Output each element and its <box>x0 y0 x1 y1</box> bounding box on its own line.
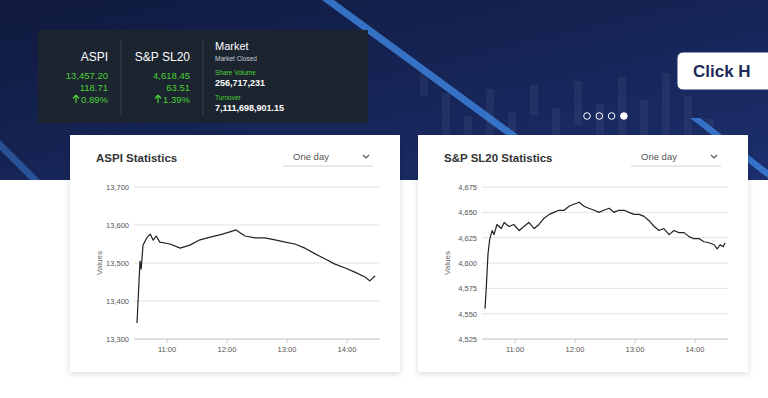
up-arrow <box>73 95 79 103</box>
dropdown-label: One day <box>641 151 677 162</box>
button-label: Click H <box>693 62 751 81</box>
y-tick-label: 4,625 <box>458 234 477 243</box>
carousel-dot[interactable] <box>621 113 628 120</box>
index-name: S&P SL20 <box>135 50 190 64</box>
y-tick-label: 4,550 <box>458 310 477 319</box>
grid-line <box>134 225 380 226</box>
decor-bar <box>530 85 538 115</box>
grid-line <box>134 339 380 340</box>
turnover: 7,111,698,901.15 <box>215 103 284 113</box>
dropdown-chevron <box>711 155 717 158</box>
price-line <box>137 230 375 323</box>
dropdown-chevron <box>363 155 369 158</box>
market-title: Market <box>215 40 249 52</box>
chart-title: S&P SL20 Statistics <box>444 152 552 164</box>
ticker-separator <box>121 40 122 115</box>
y-tick-label: 13,500 <box>106 259 129 268</box>
carousel-dot[interactable] <box>596 113 603 120</box>
index-value: 4,618.45 <box>153 70 190 81</box>
chart-card: ASPI Statistics One day Values 13,300 13,400… <box>70 135 400 372</box>
ticker-background <box>38 30 368 123</box>
x-tick-label: 13:00 <box>278 345 297 354</box>
grid-line <box>482 187 728 188</box>
y-tick-label: 4,525 <box>458 335 477 344</box>
carousel-dot[interactable] <box>584 113 591 120</box>
index-change: 118.71 <box>80 82 108 93</box>
grid-line <box>482 339 728 340</box>
x-tick-label: 13:00 <box>626 345 645 354</box>
turnover-label: Turnover <box>215 94 242 101</box>
x-tick <box>167 339 168 343</box>
market-status: Market Closed <box>215 55 257 62</box>
up-arrow <box>155 95 161 103</box>
y-tick-label: 4,650 <box>458 208 477 217</box>
y-tick-label: 13,300 <box>106 335 129 344</box>
ticker-separator <box>203 40 204 115</box>
x-tick <box>515 339 516 343</box>
cta-button[interactable]: Click H <box>677 52 768 90</box>
x-axis <box>134 339 380 340</box>
decor-bar <box>574 81 582 125</box>
index-change-pct: 0.89% <box>81 94 108 105</box>
grid-line <box>482 313 728 314</box>
plot-area <box>137 230 375 323</box>
x-tick <box>287 339 288 343</box>
decor-stripe <box>0 140 40 180</box>
x-tick-label: 12:00 <box>566 345 585 354</box>
index-change: 63.51 <box>166 82 190 93</box>
grid-line <box>482 263 728 264</box>
y-tick-label: 13,700 <box>106 183 129 192</box>
card-background <box>418 135 748 372</box>
period-dropdown[interactable]: One day <box>283 151 373 166</box>
grid-line <box>134 301 380 302</box>
y-tick-label: 13,600 <box>106 221 129 230</box>
page: ASPI 13,457.20118.710.89% S&P SL20 4,618.45… <box>0 0 768 398</box>
grid-line <box>134 187 380 188</box>
x-tick <box>227 339 228 343</box>
decor-bar <box>640 100 648 135</box>
index-name: ASPI <box>81 50 108 64</box>
x-tick-label: 14:00 <box>338 345 357 354</box>
price-line <box>485 202 725 308</box>
x-tick <box>635 339 636 343</box>
carousel-dots <box>584 113 628 120</box>
y-tick-label: 4,600 <box>458 259 477 268</box>
share-volume-label: Share Volume <box>215 69 256 76</box>
index-change-pct: 1.39% <box>163 94 190 105</box>
y-tick-label: 4,675 <box>458 183 477 192</box>
grid-line <box>482 212 728 213</box>
grid-line <box>134 263 380 264</box>
dropdown-underline <box>631 166 721 167</box>
x-tick-label: 11:00 <box>506 345 524 354</box>
y-axis-label: Values <box>95 251 104 275</box>
y-tick-label: 13,400 <box>106 297 129 306</box>
button-background <box>677 52 768 90</box>
decor-bar <box>662 73 670 145</box>
chart-title: ASPI Statistics <box>96 152 177 164</box>
x-tick <box>695 339 696 343</box>
y-axis-label: Values <box>443 251 452 275</box>
period-dropdown[interactable]: One day <box>631 151 721 166</box>
decor-bar <box>618 77 626 135</box>
dropdown-underline <box>283 166 373 167</box>
x-tick-label: 12:00 <box>218 345 237 354</box>
x-tick <box>347 339 348 343</box>
grid-line <box>482 288 728 289</box>
plot-area <box>485 202 725 308</box>
x-tick <box>575 339 576 343</box>
carousel-dot[interactable] <box>608 113 615 120</box>
x-axis <box>482 339 728 340</box>
share-volume: 256,717,231 <box>215 78 265 88</box>
card-background <box>70 135 400 372</box>
dropdown-label: One day <box>293 151 329 162</box>
index-value: 13,457.20 <box>66 70 108 81</box>
x-tick-label: 14:00 <box>686 345 705 354</box>
ticker-box: ASPI 13,457.20118.710.89% S&P SL20 4,618.45… <box>38 30 368 123</box>
x-tick-label: 11:00 <box>158 345 176 354</box>
chart-card: S&P SL20 Statistics One day Values 4,525 4,5… <box>418 135 748 372</box>
y-tick-label: 4,575 <box>458 284 477 293</box>
